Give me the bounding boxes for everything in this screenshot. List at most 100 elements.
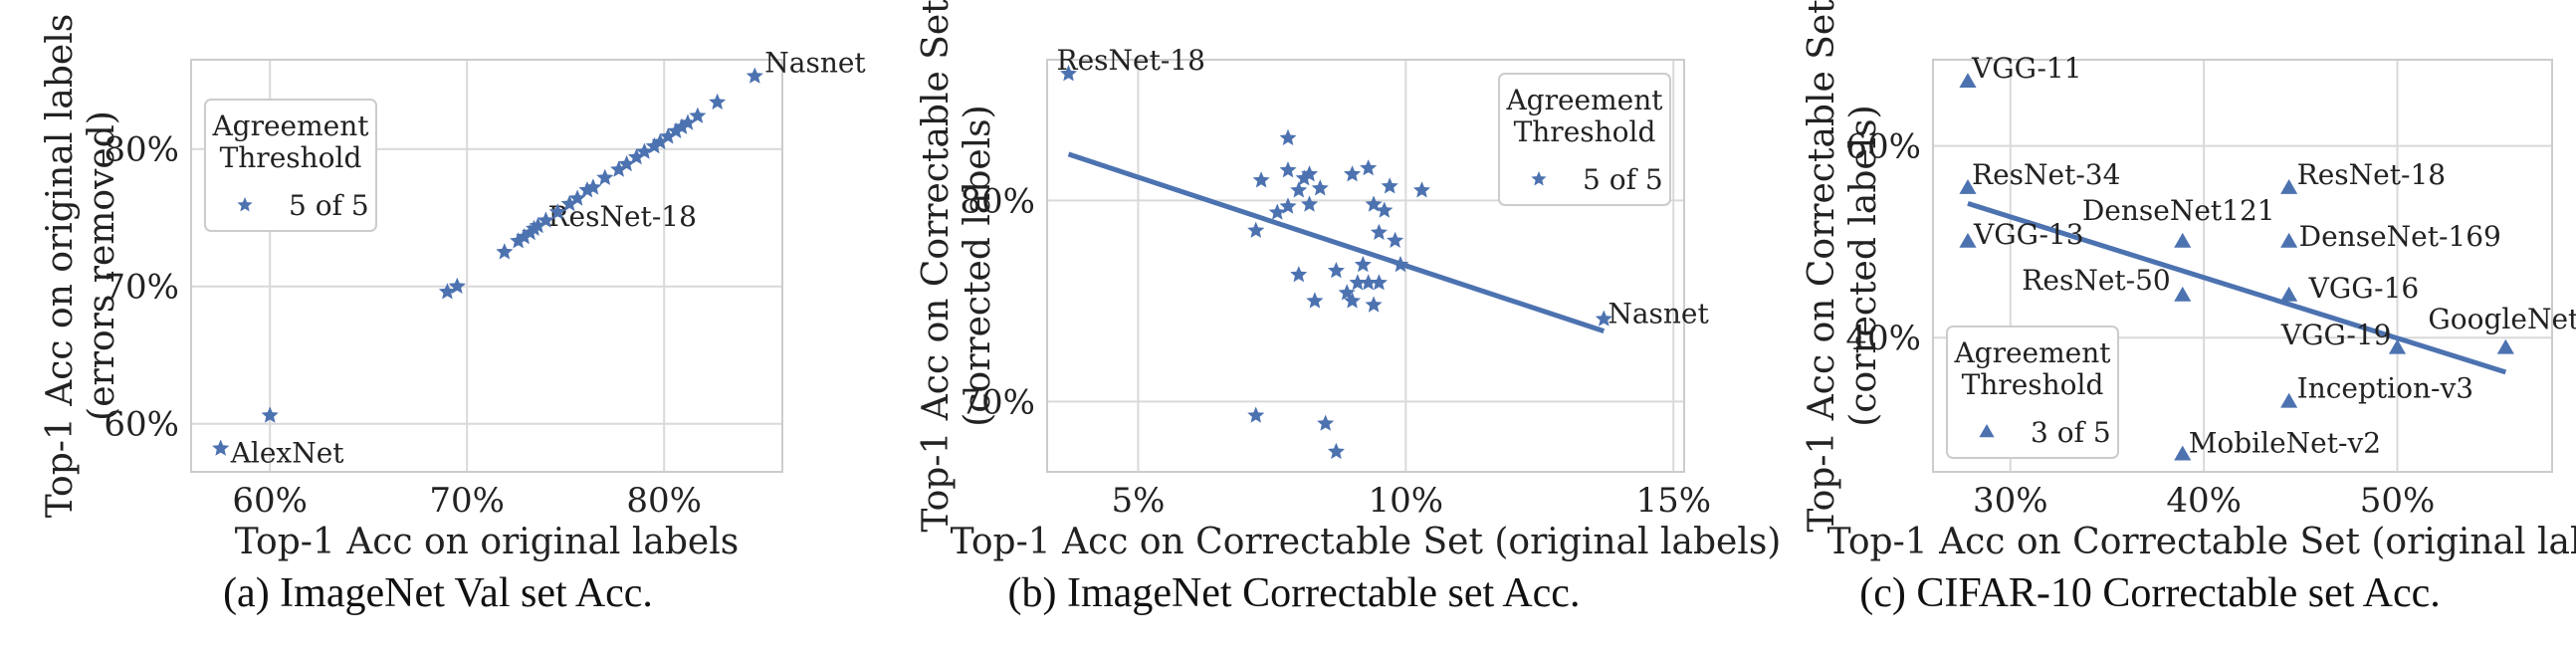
data-point: [596, 168, 614, 185]
legend-title: Threshold: [1514, 115, 1656, 148]
data-point: [537, 211, 554, 228]
x-tick-label: 30%: [1973, 481, 2048, 521]
data-point: [746, 67, 763, 84]
legend-title: Threshold: [1962, 368, 2104, 401]
data-point: [1311, 179, 1329, 196]
data-point: [496, 243, 514, 260]
data-point: [1279, 197, 1297, 214]
caption-panel-c: (c) CIFAR-10 Correctable set Acc.: [1859, 570, 2441, 616]
data-point: [1279, 128, 1297, 145]
panel-a-imagenet-val: 60% 70% 80%60%70%80%Top-1 Acc on original …: [40, 14, 866, 562]
data-point: [1060, 65, 1078, 82]
y-tick-label: 70%: [960, 382, 1035, 422]
data-point: [2496, 338, 2514, 354]
data-point: [1247, 221, 1265, 238]
data-point: [651, 132, 669, 150]
caption-panel-b: (b) ImageNet Correctable set Acc.: [1007, 570, 1581, 616]
data-point: [1370, 274, 1388, 291]
legend-entry: 3 of 5: [2031, 416, 2111, 449]
data-point: [1381, 177, 1398, 194]
y-axis-label: Top-1 Acc on original labels: [40, 14, 81, 518]
data-point: [1327, 262, 1345, 279]
data-point: [689, 107, 707, 123]
x-tick-label: 40%: [2166, 481, 2242, 521]
data-point: [1360, 274, 1378, 291]
x-axis-label: Top-1 Acc on original labels: [235, 522, 739, 562]
data-point: [1412, 181, 1430, 198]
data-point: [1317, 414, 1335, 431]
point-label: VGG-13: [1973, 218, 2084, 251]
data-point: [1959, 73, 1977, 88]
data-point: [1387, 231, 1404, 248]
data-point: [1360, 159, 1378, 176]
data-point: [584, 178, 602, 195]
legend-box: [204, 99, 377, 232]
point-label: AlexNet: [230, 437, 345, 470]
point-label: Nasnet: [764, 47, 866, 80]
data-point: [261, 406, 279, 423]
y-tick-label: 60%: [104, 405, 179, 445]
x-axis-label: Top-1 Acc on Correctable Set (original l…: [1827, 522, 2576, 562]
legend-entry: 5 of 5: [289, 189, 369, 222]
data-point: [2174, 445, 2192, 461]
point-label: DenseNet-169: [2299, 220, 2501, 253]
data-point: [618, 154, 636, 172]
point-label: ResNet-50: [2022, 264, 2170, 297]
point-label: Inception-v3: [2297, 372, 2473, 405]
data-point: [1290, 181, 1308, 198]
x-tick-label: 5%: [1111, 481, 1165, 521]
data-point: [1295, 169, 1313, 186]
data-point: [635, 142, 653, 159]
data-point: [516, 228, 534, 245]
y-tick-label: 60%: [1845, 127, 1921, 167]
point-label: Nasnet: [1608, 298, 1709, 330]
x-tick-label: 50%: [2360, 481, 2436, 521]
y-tick-label: 40%: [1845, 319, 1921, 358]
data-point: [1349, 274, 1367, 291]
data-point: [1301, 165, 1319, 182]
point-label: DenseNet121: [2082, 194, 2275, 227]
data-point: [610, 160, 628, 177]
data-point: [1247, 406, 1265, 423]
x-tick-label: 80%: [626, 481, 702, 521]
x-tick-label: 10%: [1369, 481, 1444, 521]
legend-marker: [237, 197, 253, 212]
legend-title: Agreement: [1505, 84, 1663, 116]
legend-box: [1946, 326, 2119, 459]
data-point: [2174, 286, 2192, 302]
x-axis-label: Top-1 Acc on Correctable Set (original l…: [951, 522, 1782, 562]
panel-b-imagenet-correctable: 5% 10% 15%70%80%Top-1 Acc on Correctable S…: [916, 0, 1781, 562]
y-axis-label: Top-1 Acc on Correctable Set: [1802, 0, 1842, 533]
point-label: MobileNet-v2: [2189, 427, 2381, 460]
point-label: ResNet-18: [1057, 44, 1205, 77]
data-point: [448, 277, 466, 294]
data-point: [1376, 201, 1394, 218]
data-point: [1370, 223, 1388, 240]
data-point: [1344, 292, 1362, 309]
data-point: [438, 283, 456, 300]
data-point: [1959, 179, 1977, 194]
trend-line: [1967, 201, 2507, 375]
caption-panel-a: (a) ImageNet Val set Acc.: [223, 570, 653, 616]
data-point: [645, 136, 663, 154]
data-point: [1595, 310, 1612, 327]
data-point: [529, 217, 546, 234]
y-axis-label: Top-1 Acc on Correctable Set: [916, 0, 957, 533]
x-tick-label: 60%: [232, 481, 308, 521]
data-point: [2280, 286, 2298, 302]
y-axis-label: (errors removed): [82, 110, 122, 421]
data-point: [627, 148, 645, 165]
data-point: [1344, 165, 1362, 182]
plot-frame: [1932, 59, 2553, 473]
legend-box: [1498, 73, 1671, 206]
data-point: [1327, 442, 1345, 460]
point-label: ResNet-34: [1972, 158, 2120, 191]
data-point: [2388, 338, 2407, 354]
data-point: [212, 439, 230, 456]
data-point: [1252, 171, 1270, 188]
data-point: [673, 117, 691, 134]
x-tick-label: 70%: [429, 481, 505, 521]
plot-frame: [190, 59, 783, 473]
